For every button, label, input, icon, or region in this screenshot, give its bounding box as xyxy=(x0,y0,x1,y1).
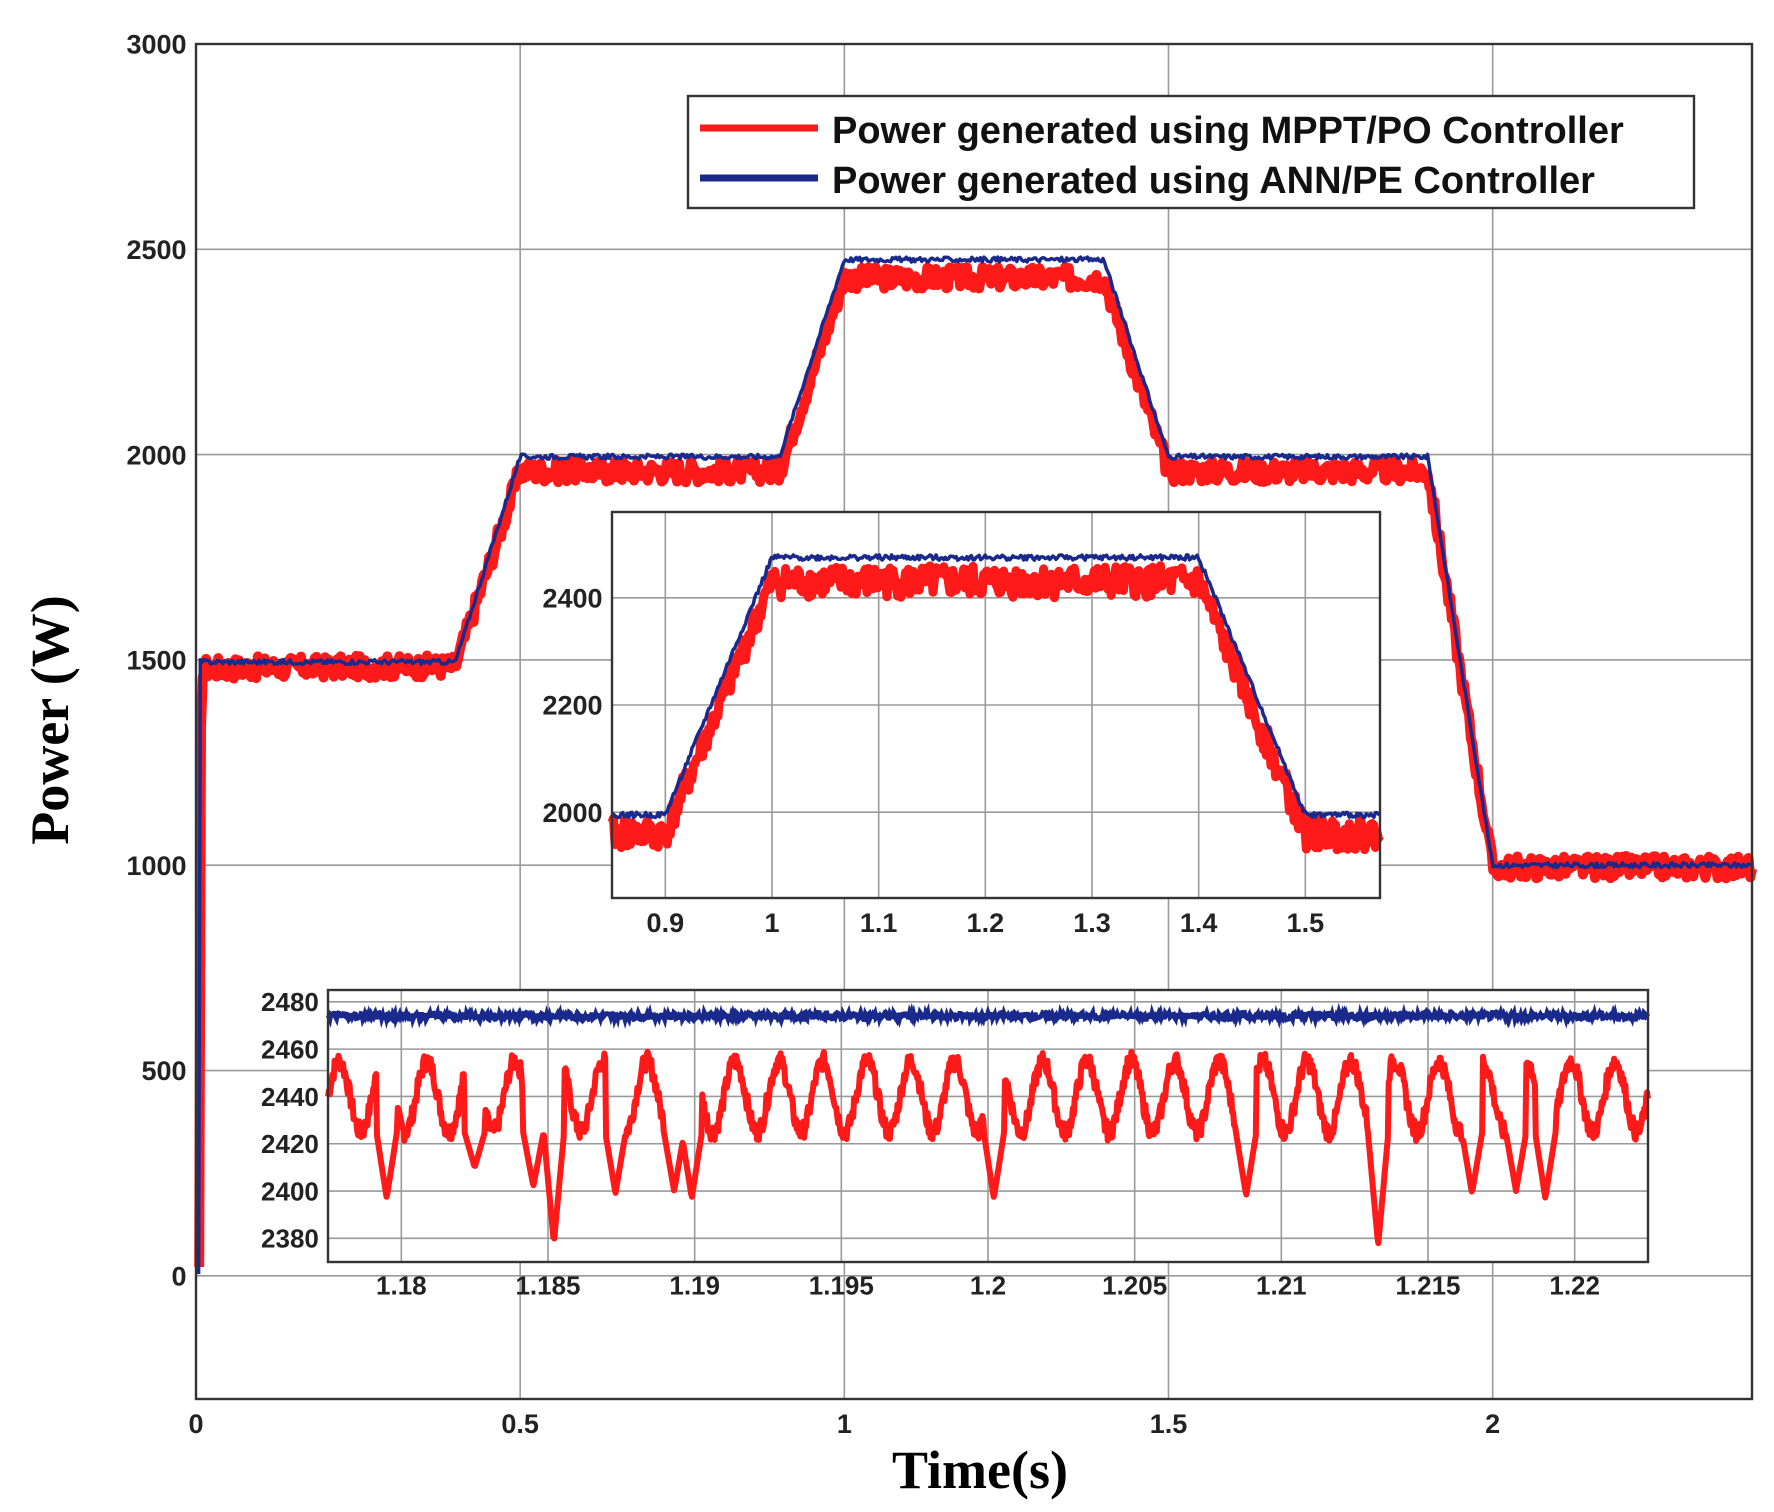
inset-2-x-tick-labels: 1.18 1.185 1.19 1.195 1.2 1.205 1.21 1.215 1.22 xyxy=(376,1271,1600,1301)
main-y-tick-label: 500 xyxy=(141,1056,186,1086)
inset-2-x-tick-label: 1.18 xyxy=(376,1271,427,1301)
main-y-tick-label: 0 xyxy=(172,1262,187,1292)
inset-1-y-tick-label: 2200 xyxy=(542,691,602,721)
legend-box xyxy=(686,94,1696,210)
inset-2-series-mppt-line xyxy=(325,1048,1651,1247)
main-plot-area xyxy=(194,255,1757,1275)
inset-2-x-tick-label: 1.195 xyxy=(809,1271,874,1301)
main-y-tick-label: 1000 xyxy=(126,851,186,881)
main-y-tick-labels: 0 500 1000 1500 2000 2500 3000 xyxy=(126,30,186,1292)
inset-2-y-tick-label: 2480 xyxy=(261,987,319,1017)
main-series-mppt-line xyxy=(194,261,1757,1268)
inset-1-x-tick-label: 1.5 xyxy=(1287,908,1325,938)
inset-2-y-tick-label: 2460 xyxy=(261,1034,319,1064)
inset-1-y-tick-label: 2000 xyxy=(542,798,602,828)
inset-2-y-tick-label: 2440 xyxy=(261,1082,319,1112)
main-series-ann-line xyxy=(196,255,1753,1275)
legend-label-ann: Power generated using ANN/PE Controller xyxy=(832,160,1595,202)
inset-2-x-tick-label: 1.185 xyxy=(515,1271,580,1301)
inset-2-plot-area xyxy=(325,1002,1651,1247)
main-y-tick-label: 2500 xyxy=(126,235,186,265)
inset-2-frame xyxy=(326,988,1650,1264)
x-axis-title: Time(s) xyxy=(892,1440,1068,1500)
inset-1-x-tick-labels: 0.9 1 1.1 1.2 1.3 1.4 1.5 xyxy=(647,908,1325,938)
inset-1-x-tick-label: 1 xyxy=(764,908,779,938)
main-y-tick-label: 3000 xyxy=(126,30,186,60)
main-axes-frame xyxy=(194,42,1754,1401)
inset-1-axes: 0.9 1 1.1 1.2 1.3 1.4 1.5 2000 2200 2400 xyxy=(542,510,1384,938)
inset-2-axes: 1.18 1.185 1.19 1.195 1.2 1.205 1.21 1.215 1.22 … xyxy=(261,987,1651,1301)
inset-1-x-tick-label: 1.4 xyxy=(1180,908,1218,938)
main-x-tick-label: 0.5 xyxy=(501,1409,539,1439)
inset-1-x-tick-label: 1.3 xyxy=(1073,908,1111,938)
legend: Power generated using MPPT/PO Controller… xyxy=(686,94,1696,210)
legend-label-mppt: Power generated using MPPT/PO Controller xyxy=(832,110,1624,152)
main-x-tick-label: 1.5 xyxy=(1150,1409,1188,1439)
inset-2-y-tick-label: 2400 xyxy=(261,1176,319,1206)
main-x-tick-label: 1 xyxy=(837,1409,852,1439)
inset-2-x-tick-label: 1.19 xyxy=(669,1271,720,1301)
inset-1-frame xyxy=(610,510,1382,900)
inset-1-plot-area xyxy=(607,553,1384,855)
inset-2-x-tick-label: 1.2 xyxy=(970,1271,1006,1301)
main-y-tick-label: 1500 xyxy=(126,646,186,676)
inset-2-series-ann-line xyxy=(325,1002,1651,1030)
inset-2-y-tick-labels: 2380 2400 2420 2440 2460 2480 xyxy=(261,987,319,1254)
inset-2-y-tick-label: 2380 xyxy=(261,1224,319,1254)
inset-2-x-tick-label: 1.21 xyxy=(1256,1271,1307,1301)
inset-1-y-tick-labels: 2000 2200 2400 xyxy=(542,583,602,827)
main-axes: 0 0.5 1 1.5 2 0 500 1000 1500 2000 2500 3000 xyxy=(126,30,1757,1439)
inset-1-x-tick-label: 0.9 xyxy=(647,908,685,938)
inset-2-y-tick-label: 2420 xyxy=(261,1129,319,1159)
inset-1-x-tick-label: 1.2 xyxy=(967,908,1005,938)
main-x-tick-labels: 0 0.5 1 1.5 2 xyxy=(188,1409,1500,1439)
inset-1-x-tick-label: 1.1 xyxy=(860,908,898,938)
main-y-tick-label: 2000 xyxy=(126,440,186,470)
inset-2-x-tick-label: 1.22 xyxy=(1549,1271,1600,1301)
y-axis-title: Power (W) xyxy=(20,595,80,844)
main-x-tick-label: 0 xyxy=(188,1409,203,1439)
inset-2-x-tick-label: 1.215 xyxy=(1395,1271,1460,1301)
inset-1-y-tick-label: 2400 xyxy=(542,583,602,613)
inset-1-series-ann-line xyxy=(610,553,1381,820)
inset-1-series-mppt-line xyxy=(607,561,1384,855)
main-x-tick-label: 2 xyxy=(1485,1409,1500,1439)
inset-2-x-tick-label: 1.205 xyxy=(1102,1271,1167,1301)
